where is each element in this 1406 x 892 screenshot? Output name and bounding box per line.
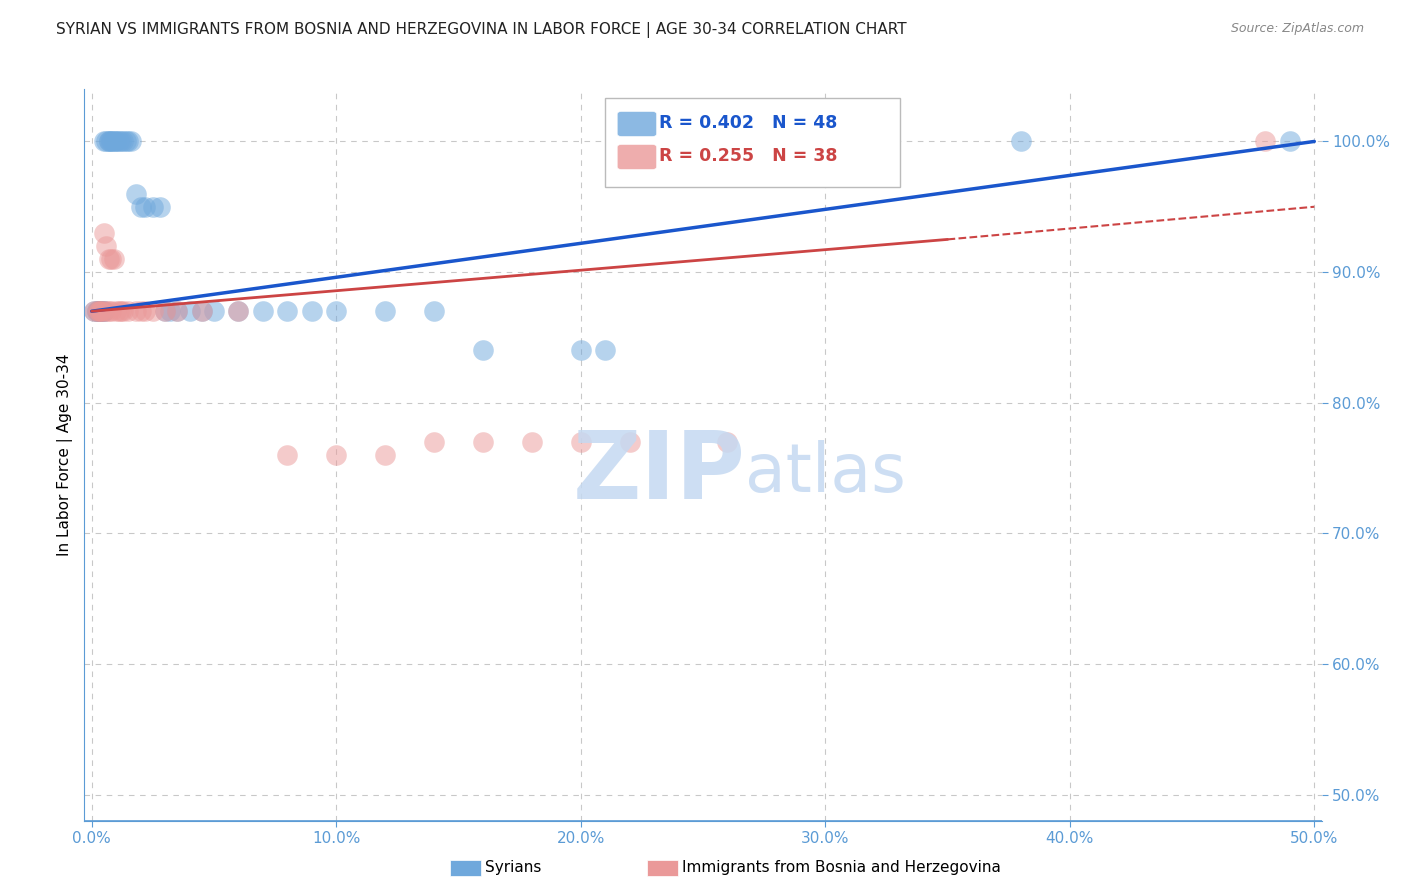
Point xyxy=(87,304,110,318)
Point xyxy=(86,304,108,318)
Point xyxy=(142,200,165,214)
Point xyxy=(190,304,212,318)
Point xyxy=(276,448,298,462)
Point xyxy=(105,135,128,149)
Text: Syrians: Syrians xyxy=(485,861,541,875)
Text: R = 0.255   N = 38: R = 0.255 N = 38 xyxy=(659,147,838,165)
Point xyxy=(93,135,115,149)
Point xyxy=(83,304,105,318)
Point xyxy=(107,304,129,318)
Point xyxy=(134,200,156,214)
Point xyxy=(87,304,110,318)
Text: Immigrants from Bosnia and Herzegovina: Immigrants from Bosnia and Herzegovina xyxy=(682,861,1001,875)
Point xyxy=(110,304,132,318)
Point xyxy=(423,434,446,449)
Point xyxy=(93,304,115,318)
Point xyxy=(153,304,176,318)
Text: R = 0.402   N = 48: R = 0.402 N = 48 xyxy=(659,114,838,132)
Point xyxy=(716,434,738,449)
Point xyxy=(97,135,120,149)
Point xyxy=(90,304,112,318)
Point xyxy=(619,434,641,449)
Point xyxy=(105,135,128,149)
Point xyxy=(142,304,165,318)
Point xyxy=(228,304,250,318)
Point xyxy=(110,135,132,149)
Point xyxy=(149,200,172,214)
Point xyxy=(105,304,128,318)
Point xyxy=(276,304,298,318)
Point xyxy=(87,304,110,318)
Point xyxy=(228,304,250,318)
Point xyxy=(166,304,188,318)
Point xyxy=(115,135,138,149)
Text: ZIP: ZIP xyxy=(572,426,745,519)
Point xyxy=(593,343,616,358)
Point xyxy=(125,186,148,201)
Text: SYRIAN VS IMMIGRANTS FROM BOSNIA AND HERZEGOVINA IN LABOR FORCE | AGE 30-34 CORR: SYRIAN VS IMMIGRANTS FROM BOSNIA AND HER… xyxy=(56,22,907,38)
Text: atlas: atlas xyxy=(745,440,905,506)
Point xyxy=(1278,135,1301,149)
Point xyxy=(97,135,120,149)
Point xyxy=(93,226,115,240)
Point xyxy=(96,304,118,318)
Point xyxy=(86,304,108,318)
Point xyxy=(134,304,156,318)
Point xyxy=(97,252,120,266)
Point xyxy=(90,304,112,318)
Text: Source: ZipAtlas.com: Source: ZipAtlas.com xyxy=(1230,22,1364,36)
Point xyxy=(117,304,139,318)
Point xyxy=(190,304,212,318)
Point xyxy=(1010,135,1032,149)
Point xyxy=(569,434,592,449)
Point xyxy=(374,304,396,318)
Point xyxy=(100,304,122,318)
Point xyxy=(86,304,108,318)
Point xyxy=(159,304,181,318)
Point xyxy=(1254,135,1277,149)
Point xyxy=(202,304,225,318)
Point xyxy=(100,135,122,149)
Point xyxy=(87,304,110,318)
Point xyxy=(96,239,118,253)
Point xyxy=(179,304,201,318)
Point xyxy=(471,343,494,358)
Point xyxy=(301,304,323,318)
Point xyxy=(374,448,396,462)
Point xyxy=(93,304,115,318)
Point xyxy=(103,135,125,149)
Point xyxy=(120,135,142,149)
Point xyxy=(100,252,122,266)
Y-axis label: In Labor Force | Age 30-34: In Labor Force | Age 30-34 xyxy=(58,353,73,557)
Point xyxy=(103,252,125,266)
Point xyxy=(129,200,152,214)
Point xyxy=(325,448,347,462)
Point xyxy=(423,304,446,318)
Point xyxy=(471,434,494,449)
Point xyxy=(125,304,148,318)
Point xyxy=(83,304,105,318)
Point xyxy=(325,304,347,318)
Point xyxy=(153,304,176,318)
Point xyxy=(129,304,152,318)
Point xyxy=(97,304,120,318)
Point xyxy=(90,304,112,318)
Point xyxy=(87,304,110,318)
Point xyxy=(569,343,592,358)
Point xyxy=(96,135,118,149)
Point xyxy=(166,304,188,318)
Point xyxy=(107,135,129,149)
Point xyxy=(112,135,135,149)
Point xyxy=(93,304,115,318)
Point xyxy=(117,135,139,149)
Point xyxy=(100,135,122,149)
Point xyxy=(520,434,543,449)
Point xyxy=(112,304,135,318)
Point xyxy=(252,304,274,318)
Point xyxy=(90,304,112,318)
